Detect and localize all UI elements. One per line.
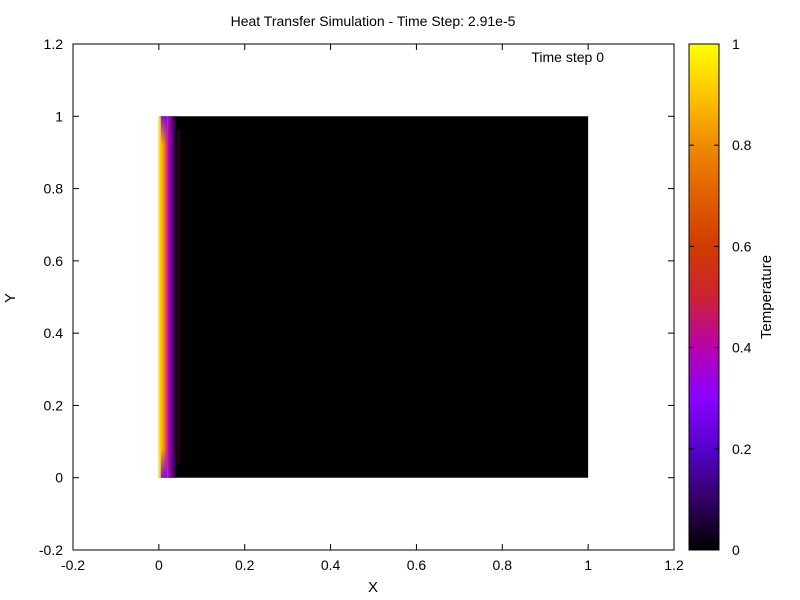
y-tick-label: 0.2	[44, 397, 64, 413]
y-tick-label: 0.8	[44, 181, 64, 197]
x-tick-label: 1.2	[664, 557, 684, 573]
colorbar	[688, 43, 720, 551]
colorbar-tick-label: 0	[732, 542, 740, 558]
x-tick-label: 0.8	[493, 557, 513, 573]
x-axis-label: X	[368, 579, 378, 596]
chart-title: Heat Transfer Simulation - Time Step: 2.…	[231, 13, 516, 29]
y-tick-label: -0.2	[39, 542, 63, 558]
hot-boundary-edge	[160, 116, 167, 478]
time-step-annotation: Time step 0	[531, 49, 604, 65]
colorbar-tick-label: 0.8	[732, 137, 752, 153]
colorbar-tick-label: 0.2	[732, 441, 752, 457]
x-tick-label: 0.6	[407, 557, 427, 573]
y-tick-label: 0.6	[44, 253, 64, 269]
y-tick-label: 1	[55, 108, 63, 124]
colorbar-tick-label: 0.6	[732, 238, 752, 254]
y-tick-label: 0	[55, 470, 63, 486]
y-axis-label: Y	[2, 293, 19, 303]
x-tick-label: 1	[584, 557, 592, 573]
plot-frame	[72, 43, 675, 551]
y-tick-label: 1.2	[44, 36, 64, 52]
heat-field	[158, 116, 589, 478]
x-tick-label: 0.2	[235, 557, 255, 573]
y-tick-label: 0.4	[44, 325, 64, 341]
colorbar-label: Temperature	[758, 255, 775, 339]
x-tick-label: 0.4	[321, 557, 341, 573]
colorbar-tick-label: 1	[732, 36, 740, 52]
x-tick-label: 0	[155, 557, 163, 573]
x-tick-label: -0.2	[61, 557, 85, 573]
colorbar-tick-label: 0.4	[732, 340, 752, 356]
